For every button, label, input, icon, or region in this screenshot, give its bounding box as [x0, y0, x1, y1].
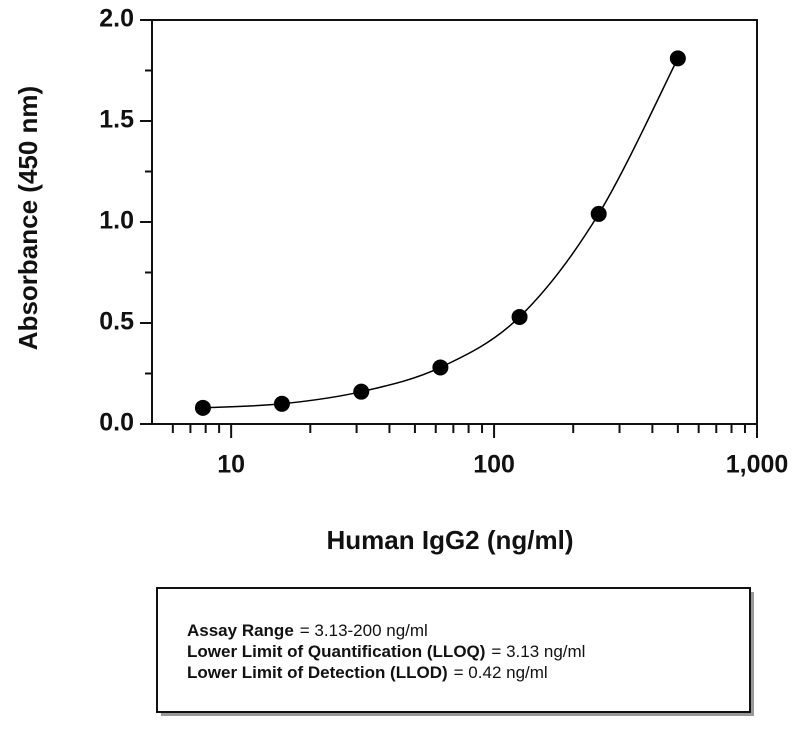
data-point — [590, 205, 607, 222]
y-tick-label: 0.0 — [99, 409, 134, 437]
annotation-text: = 3.13-200 ng/ml — [300, 621, 428, 640]
data-point — [194, 399, 211, 416]
data-point — [669, 50, 686, 67]
fit-curve — [202, 58, 679, 409]
annotation-label: Lower Limit of Detection (LLOD) — [187, 663, 448, 682]
y-tick-label: 1.5 — [99, 106, 134, 134]
data-point — [273, 395, 290, 412]
x-axis-title: Human IgG2 (ng/ml) — [327, 525, 574, 555]
data-point — [511, 308, 528, 325]
y-tick-label: 0.5 — [99, 308, 134, 336]
data-point — [432, 359, 449, 376]
annotation-text: = 0.42 ng/ml — [454, 663, 548, 682]
info-box — [156, 587, 751, 713]
x-tick-label: 100 — [473, 451, 515, 479]
y-tick-label: 2.0 — [99, 5, 134, 33]
x-tick-label: 1,000 — [726, 451, 789, 479]
y-tick-label: 1.0 — [99, 207, 134, 235]
data-point — [353, 383, 370, 400]
x-tick-label: 10 — [217, 451, 245, 479]
annotation: Assay Range = 3.13-200 ng/ml — [187, 621, 428, 640]
annotation-label: Assay Range — [187, 621, 294, 640]
annotation: Lower Limit of Detection (LLOD) = 0.42 ng… — [187, 663, 548, 682]
annotation: Lower Limit of Quantification (LLOQ) = 3.… — [187, 642, 585, 661]
annotation-label: Lower Limit of Quantification (LLOQ) — [187, 642, 485, 661]
annotation-text: = 3.13 ng/ml — [491, 642, 585, 661]
y-axis-title: Absorbance (450 nm) — [13, 86, 43, 350]
